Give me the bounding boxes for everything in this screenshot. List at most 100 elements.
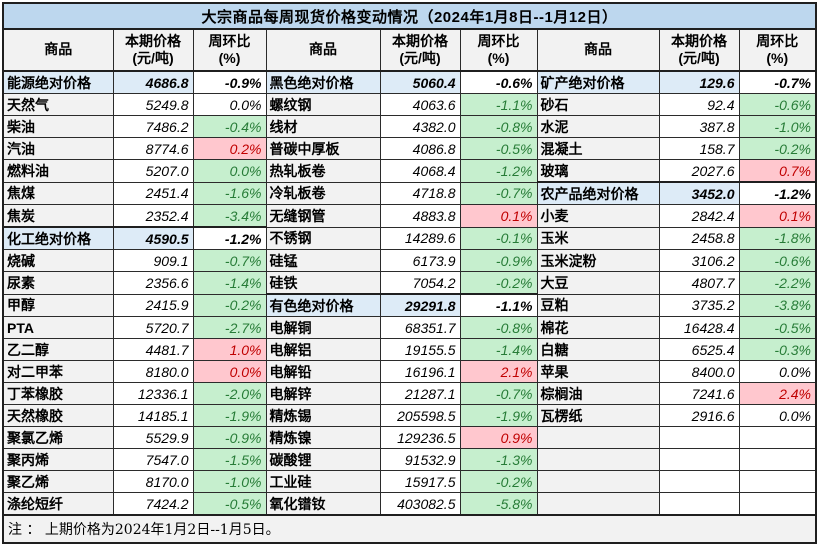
commodity-name-cell: 聚乙烯 xyxy=(2,470,114,493)
header-pct-line1: 周环比 xyxy=(208,32,251,49)
category-name-cell: 矿产绝对价格 xyxy=(536,70,660,94)
pct-change-cell: -0.9% xyxy=(459,249,538,272)
commodity-name-cell: 棉花 xyxy=(536,316,660,339)
price-cell: 4086.8 xyxy=(379,137,461,160)
price-cell: 91532.9 xyxy=(379,448,461,471)
price-cell: 129236.5 xyxy=(379,426,461,449)
commodity-name-cell: 涤纶短纤 xyxy=(2,492,114,516)
commodity-name-cell: 碳酸锂 xyxy=(265,448,381,471)
price-cell: 15917.5 xyxy=(379,470,461,493)
pct-change-cell: -1.6% xyxy=(192,181,267,205)
commodity-name-cell: 螺纹钢 xyxy=(265,93,381,116)
pct-change-cell: -0.6% xyxy=(738,93,817,116)
pct-change-cell: -0.9% xyxy=(192,70,267,94)
commodity-name-cell: 玉米 xyxy=(536,226,660,250)
commodity-name-cell: 电解锌 xyxy=(265,382,381,405)
table-row: 柴油 7486.2 -0.4% 线材 4382.0 -0.8% 水泥 387.8 -1.0% xyxy=(2,115,817,138)
pct-change-cell: -0.5% xyxy=(192,492,267,516)
commodity-name-cell: 氧化镨钕 xyxy=(265,492,381,516)
table-row: 汽油 8774.6 0.2% 普碳中厚板 4086.8 -0.5% 混凝土 158.7 -0.2… xyxy=(2,137,817,160)
commodity-name-cell: 聚丙烯 xyxy=(2,448,114,471)
pct-change-cell: -1.2% xyxy=(738,181,817,205)
price-cell: 2916.6 xyxy=(658,404,740,427)
commodity-name-cell: 砂石 xyxy=(536,93,660,116)
commodity-name-cell: 线材 xyxy=(265,115,381,138)
price-cell: 403082.5 xyxy=(379,492,461,516)
price-cell xyxy=(658,492,740,516)
category-name-cell: 能源绝对价格 xyxy=(2,70,114,94)
price-cell: 2356.6 xyxy=(112,271,194,295)
commodity-name-cell: PTA xyxy=(2,316,114,339)
header-pct-line1: 周环比 xyxy=(756,32,799,49)
commodity-name-cell xyxy=(536,470,660,493)
commodity-name-cell xyxy=(536,426,660,449)
commodity-name-cell xyxy=(536,492,660,516)
price-cell: 5720.7 xyxy=(112,316,194,339)
price-cell: 205598.5 xyxy=(379,404,461,427)
commodity-name-cell: 电解铅 xyxy=(265,360,381,383)
table-row: 涤纶短纤 7424.2 -0.5% 氧化镨钕 403082.5 -5.8% xyxy=(2,492,817,516)
commodity-name-cell: 无缝钢管 xyxy=(265,204,381,228)
commodity-name-cell: 乙二醇 xyxy=(2,338,114,361)
header-commodity-1: 商品 xyxy=(2,28,114,72)
header-commodity-3: 商品 xyxy=(536,28,660,72)
category-name-cell: 黑色绝对价格 xyxy=(265,70,381,94)
pct-change-cell: -1.8% xyxy=(738,226,817,250)
price-cell: 19155.5 xyxy=(379,338,461,361)
table-row: 丁苯橡胶 12336.1 -2.0% 电解锌 21287.1 -0.7% 棕榈油 7241.6… xyxy=(2,382,817,405)
price-cell: 4068.4 xyxy=(379,159,461,183)
price-cell: 6525.4 xyxy=(658,338,740,361)
pct-change-cell xyxy=(738,426,817,449)
header-price-line1: 本期价格 xyxy=(392,32,448,49)
header-pct-3: 周环比 (%) xyxy=(738,28,817,72)
pct-change-cell: -1.3% xyxy=(459,448,538,471)
price-cell: 29291.8 xyxy=(379,293,461,317)
pct-change-cell: -0.6% xyxy=(738,249,817,272)
pct-change-cell: -1.0% xyxy=(192,470,267,493)
price-cell: 5207.0 xyxy=(112,159,194,183)
price-cell: 8180.0 xyxy=(112,360,194,383)
table-row: 能源绝对价格 4686.8 -0.9% 黑色绝对价格 5060.4 -0.6% 矿产绝对价格… xyxy=(2,70,817,94)
price-cell: 4382.0 xyxy=(379,115,461,138)
header-commodity-2: 商品 xyxy=(265,28,381,72)
header-price-line2: (元/吨) xyxy=(399,50,441,66)
pct-change-cell: -0.1% xyxy=(459,226,538,250)
header-pct-line1: 周环比 xyxy=(477,32,520,49)
price-cell: 7547.0 xyxy=(112,448,194,471)
price-cell: 14185.1 xyxy=(112,404,194,427)
table-row: 尿素 2356.6 -1.4% 硅铁 7054.2 -0.2% 大豆 4807.7 -2.2% xyxy=(2,271,817,295)
commodity-name-cell: 硅铁 xyxy=(265,271,381,295)
pct-change-cell: -1.9% xyxy=(192,404,267,427)
commodity-name-cell: 烧碱 xyxy=(2,249,114,272)
price-cell: 12336.1 xyxy=(112,382,194,405)
price-cell: 6173.9 xyxy=(379,249,461,272)
price-cell: 5529.9 xyxy=(112,426,194,449)
pct-change-cell: -1.9% xyxy=(459,404,538,427)
pct-change-cell: 2.1% xyxy=(459,360,538,383)
price-cell: 7241.6 xyxy=(658,382,740,405)
header-pct-1: 周环比 (%) xyxy=(192,28,267,72)
commodity-name-cell: 玻璃 xyxy=(536,159,660,183)
pct-change-cell: -0.7% xyxy=(459,382,538,405)
price-cell: 4686.8 xyxy=(112,70,194,94)
pct-change-cell: 0.0% xyxy=(192,93,267,116)
pct-change-cell: -2.0% xyxy=(192,382,267,405)
price-cell: 92.4 xyxy=(658,93,740,116)
pct-change-cell: 0.9% xyxy=(459,426,538,449)
pct-change-cell: -5.8% xyxy=(459,492,538,516)
header-price-line1: 本期价格 xyxy=(125,32,181,49)
commodity-name-cell: 白糖 xyxy=(536,338,660,361)
commodity-name-cell: 天然橡胶 xyxy=(2,404,114,427)
price-cell: 14289.6 xyxy=(379,226,461,250)
price-cell xyxy=(658,470,740,493)
pct-change-cell: -0.7% xyxy=(459,181,538,205)
header-price-1: 本期价格 (元/吨) xyxy=(112,28,194,72)
pct-change-cell: -1.2% xyxy=(192,226,267,250)
commodity-name-cell: 丁苯橡胶 xyxy=(2,382,114,405)
commodity-name-cell: 汽油 xyxy=(2,137,114,160)
price-cell: 5249.8 xyxy=(112,93,194,116)
price-cell: 4590.5 xyxy=(112,226,194,250)
table-note: 注 ： 上期价格为2024年1月2日--1月5日。 xyxy=(2,514,817,544)
header-pct-2: 周环比 (%) xyxy=(459,28,538,72)
commodity-name-cell: 燃料油 xyxy=(2,159,114,183)
